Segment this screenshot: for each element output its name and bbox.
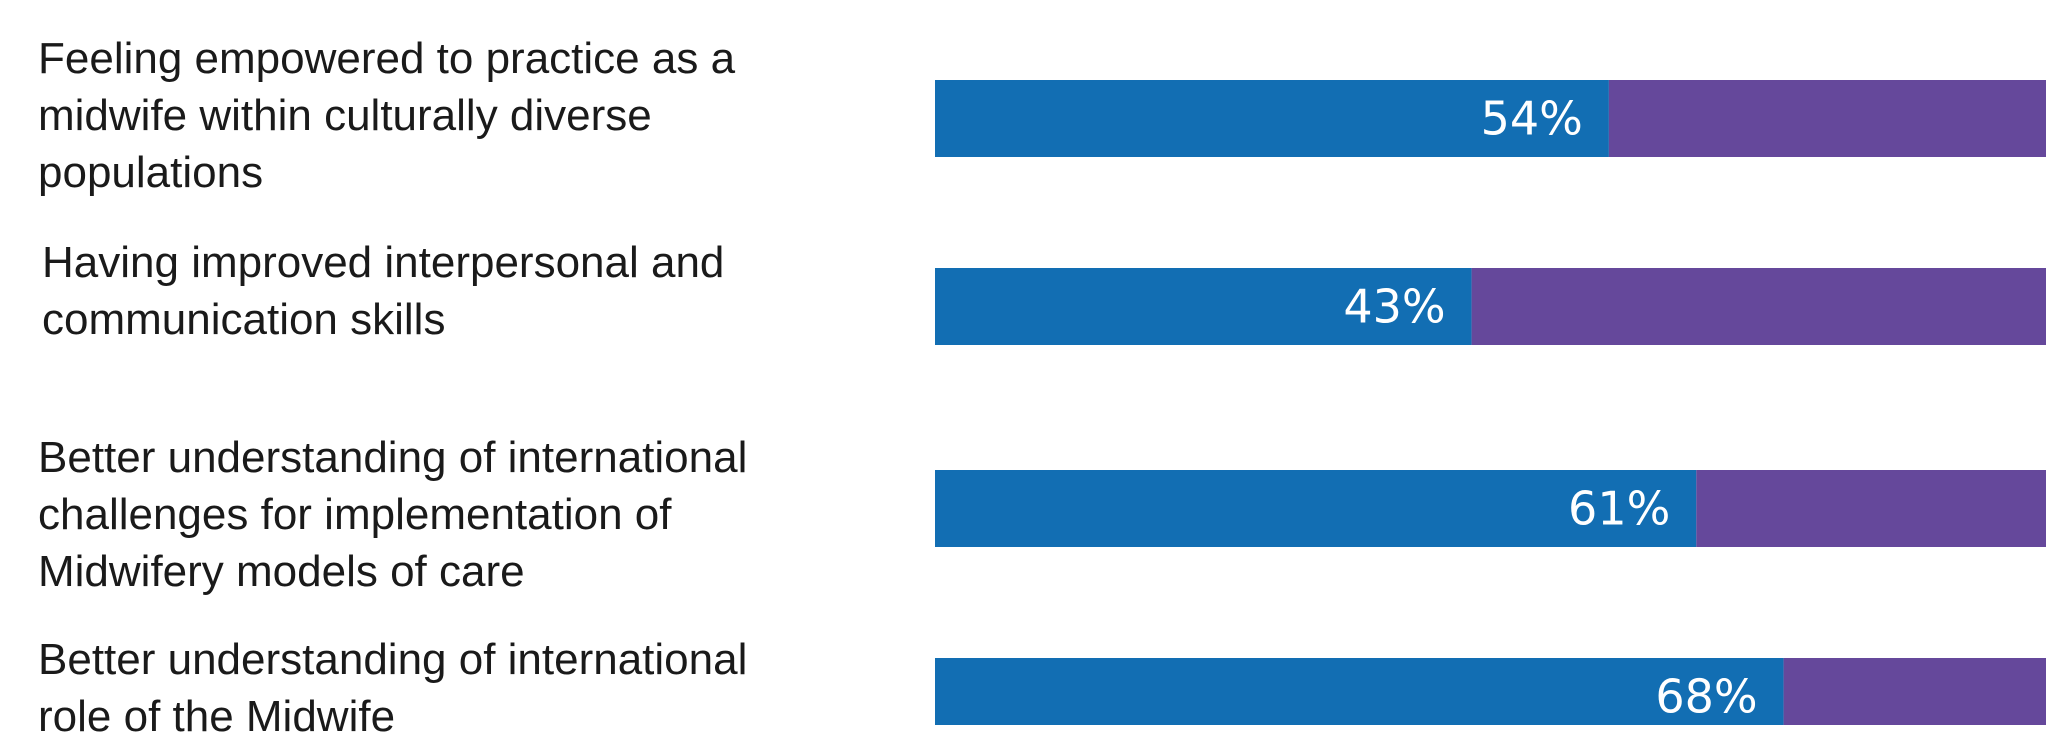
bar-segment-primary xyxy=(935,268,1472,345)
bar-segment-primary xyxy=(935,80,1609,157)
stacked-bar-chart: 54% 43% 61% 68% xyxy=(935,80,2046,725)
bar-segment-primary xyxy=(935,470,1697,547)
category-label: Feeling empowered to practice as a midwi… xyxy=(38,34,736,197)
bar-value-label: 68% xyxy=(1655,670,1757,724)
category-label: Having improved interpersonal and commun… xyxy=(42,238,725,344)
category-label: Better understanding of international ro… xyxy=(38,635,748,741)
bar-segment-remainder xyxy=(1696,470,2046,547)
bar-segment-remainder xyxy=(1608,80,2046,157)
bar-segment-remainder xyxy=(1471,268,2046,345)
bar-segment-primary xyxy=(935,658,1784,725)
bar-segment-remainder xyxy=(1783,658,2046,725)
bar-value-label: 43% xyxy=(1343,280,1445,334)
bar-value-label: 54% xyxy=(1481,92,1583,146)
bar-value-label: 61% xyxy=(1568,482,1670,536)
category-label: Better understanding of international ch… xyxy=(38,433,748,596)
bars-group: 54% 43% 61% 68% xyxy=(935,80,2046,725)
